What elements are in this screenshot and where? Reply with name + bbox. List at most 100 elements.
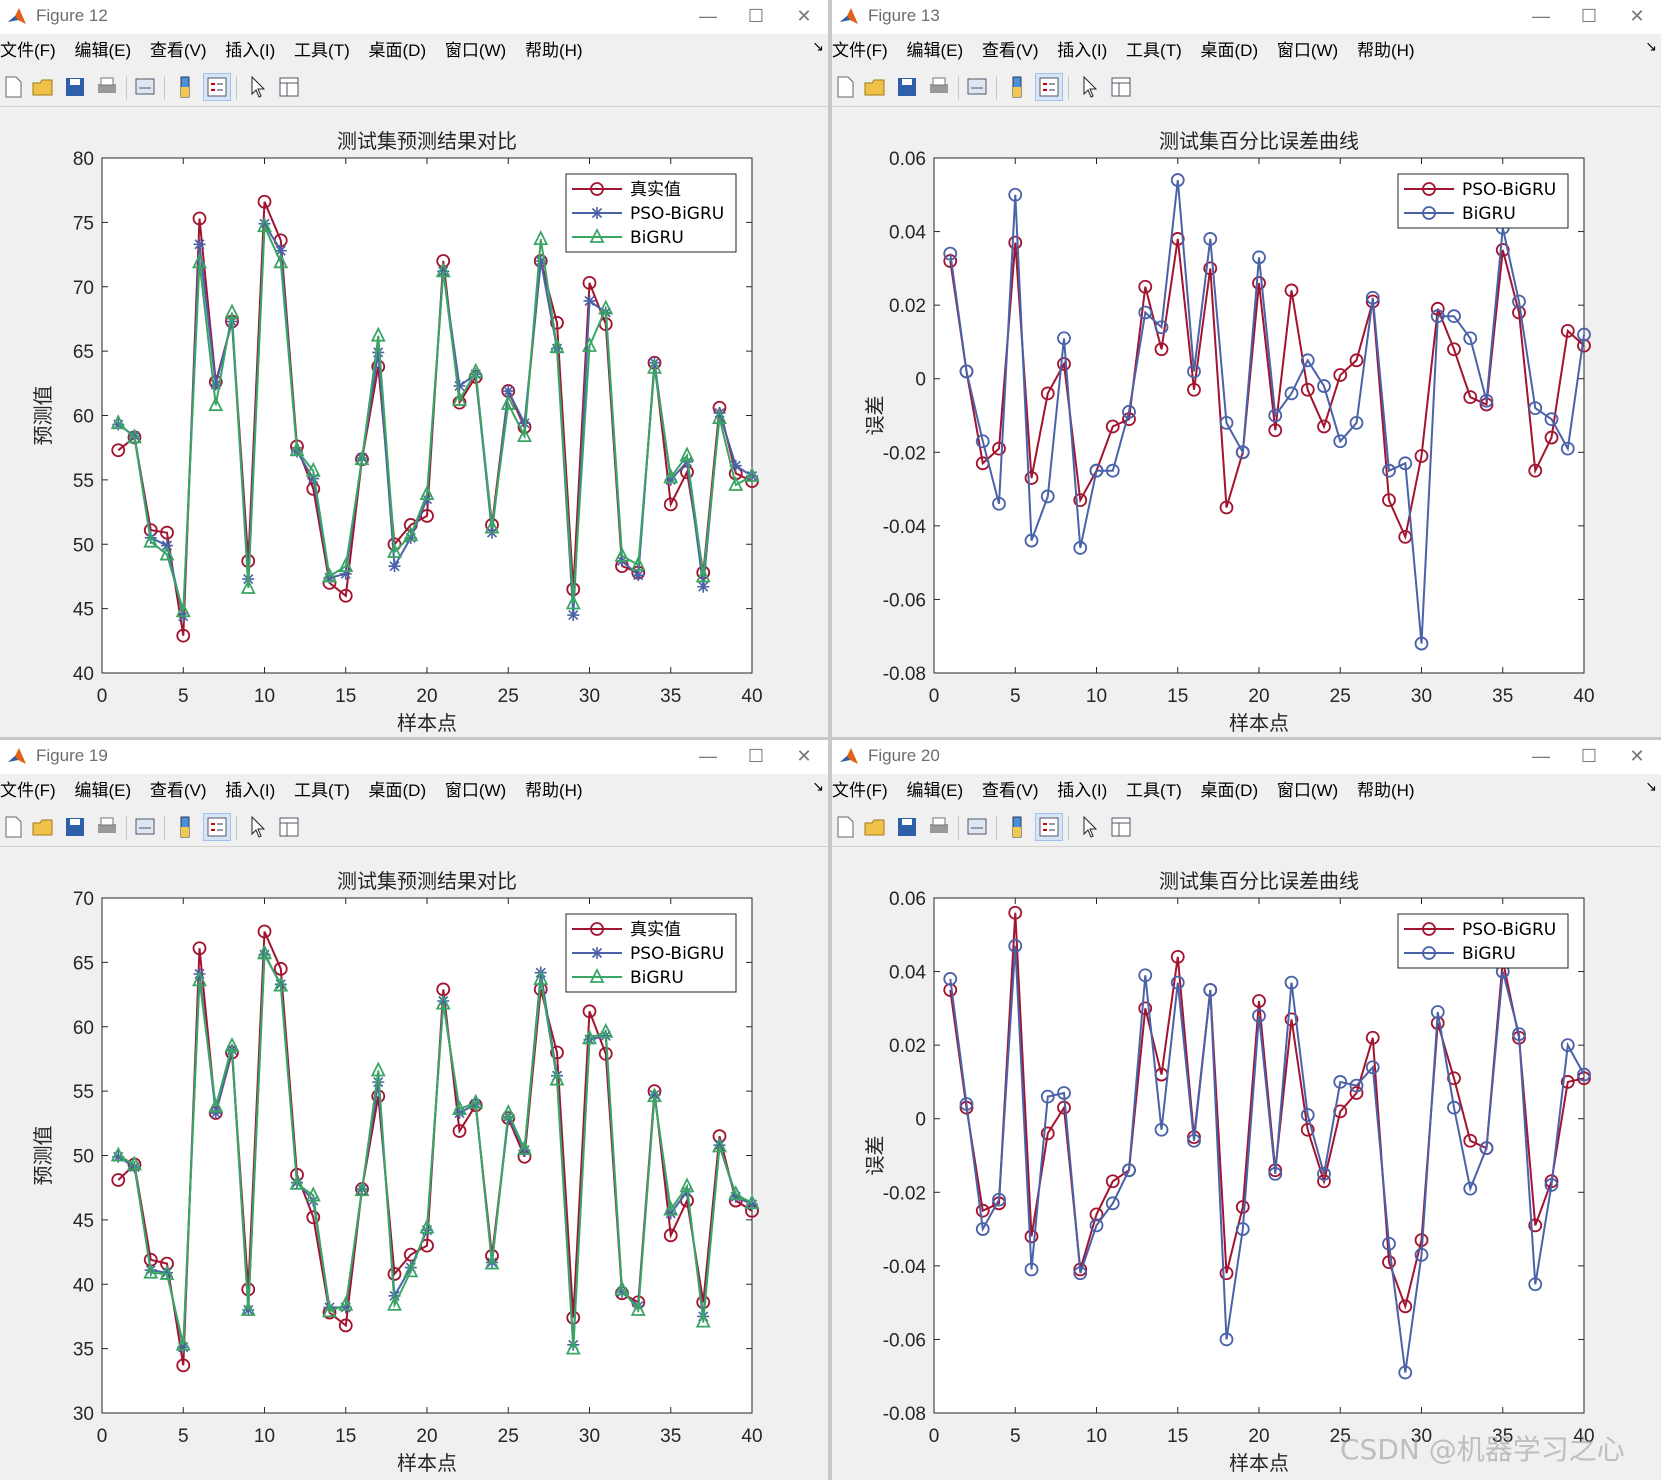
- open-file-icon[interactable]: [862, 74, 888, 100]
- menu-desktop[interactable]: 桌面(D): [368, 41, 427, 60]
- menu-tools[interactable]: 工具(T): [294, 781, 350, 800]
- title-bar[interactable]: Figure 12 — ☐ ✕: [0, 0, 828, 34]
- colorbar-icon[interactable]: [1004, 814, 1030, 840]
- property-inspector-icon[interactable]: [1108, 74, 1134, 100]
- chart-figure-19: 0 5 10 15 20 25 30 35 40 30 35 40 45 50 55 60 65 70 测试集预测结…: [31, 869, 763, 1475]
- x-tick-label: 40: [1573, 1426, 1594, 1447]
- maximize-icon[interactable]: ☐: [747, 746, 765, 766]
- colorbar-icon[interactable]: [172, 814, 198, 840]
- property-inspector-icon[interactable]: [276, 74, 302, 100]
- data-point: [387, 1295, 402, 1311]
- link-plot-icon[interactable]: [132, 814, 158, 840]
- menu-edit[interactable]: 编辑(E): [906, 781, 964, 800]
- menu-edit[interactable]: 编辑(E): [74, 41, 132, 60]
- menu-help[interactable]: 帮助(H): [1356, 781, 1415, 800]
- close-icon[interactable]: ✕: [796, 746, 812, 766]
- data-point: [274, 244, 287, 257]
- new-figure-icon[interactable]: [0, 814, 26, 840]
- data-point: [468, 1093, 484, 1109]
- title-bar[interactable]: Figure 13 — ☐ ✕: [832, 0, 1661, 34]
- print-icon[interactable]: [94, 814, 120, 840]
- menu-desktop[interactable]: 桌面(D): [1200, 41, 1259, 60]
- edit-plot-cursor-icon[interactable]: [244, 74, 270, 100]
- minimize-icon[interactable]: —: [1532, 6, 1550, 26]
- edit-plot-cursor-icon[interactable]: [1076, 814, 1102, 840]
- open-file-icon[interactable]: [30, 814, 56, 840]
- menu-tools[interactable]: 工具(T): [1126, 41, 1182, 60]
- legend-icon[interactable]: [1035, 73, 1063, 101]
- legend-icon[interactable]: [1035, 813, 1063, 841]
- print-icon[interactable]: [94, 74, 120, 100]
- menu-desktop[interactable]: 桌面(D): [368, 781, 427, 800]
- close-icon[interactable]: ✕: [1629, 746, 1645, 766]
- menu-help[interactable]: 帮助(H): [524, 781, 583, 800]
- menu-edit[interactable]: 编辑(E): [906, 41, 964, 60]
- menu-insert[interactable]: 插入(I): [225, 781, 276, 800]
- menu-help[interactable]: 帮助(H): [524, 41, 583, 60]
- toolbar-expand-icon[interactable]: ↘: [812, 778, 824, 794]
- toolbar-expand-icon[interactable]: ↘: [1645, 778, 1657, 794]
- save-icon[interactable]: [894, 814, 920, 840]
- menu-view[interactable]: 查看(V): [981, 41, 1039, 60]
- menu-window[interactable]: 窗口(W): [444, 781, 507, 800]
- menu-window[interactable]: 窗口(W): [444, 41, 507, 60]
- print-icon[interactable]: [926, 814, 952, 840]
- open-file-icon[interactable]: [862, 814, 888, 840]
- menu-file[interactable]: 文件(F): [832, 41, 888, 60]
- title-bar[interactable]: Figure 20 — ☐ ✕: [832, 740, 1661, 774]
- menu-view[interactable]: 查看(V): [149, 781, 207, 800]
- colorbar-icon[interactable]: [1004, 74, 1030, 100]
- open-file-icon[interactable]: [30, 74, 56, 100]
- menu-file[interactable]: 文件(F): [0, 781, 56, 800]
- toolbar-expand-icon[interactable]: ↘: [812, 38, 824, 54]
- save-icon[interactable]: [62, 814, 88, 840]
- link-plot-icon[interactable]: [964, 814, 990, 840]
- menu-desktop[interactable]: 桌面(D): [1200, 781, 1259, 800]
- colorbar-icon[interactable]: [172, 74, 198, 100]
- data-point: [1317, 379, 1331, 393]
- menu-insert[interactable]: 插入(I): [225, 41, 276, 60]
- new-figure-icon[interactable]: [832, 814, 858, 840]
- legend-icon[interactable]: [203, 813, 231, 841]
- toolbar-expand-icon[interactable]: ↘: [1645, 38, 1657, 54]
- menu-window[interactable]: 窗口(W): [1276, 41, 1339, 60]
- maximize-icon[interactable]: ☐: [1580, 746, 1598, 766]
- minimize-icon[interactable]: —: [1532, 746, 1550, 766]
- new-figure-icon[interactable]: [0, 74, 26, 100]
- y-tick-label: 50: [73, 535, 94, 556]
- minimize-icon[interactable]: —: [699, 746, 717, 766]
- menu-view[interactable]: 查看(V): [149, 41, 207, 60]
- close-icon[interactable]: ✕: [1629, 6, 1645, 26]
- menu-edit[interactable]: 编辑(E): [74, 781, 132, 800]
- figure-window: Figure 20 — ☐ ✕ 文件(F) 编辑(E) 查看(V) 插入(I) …: [832, 740, 1661, 1480]
- title-bar[interactable]: Figure 19 — ☐ ✕: [0, 740, 828, 774]
- menu-tools[interactable]: 工具(T): [294, 41, 350, 60]
- menu-window[interactable]: 窗口(W): [1276, 781, 1339, 800]
- edit-plot-cursor-icon[interactable]: [1076, 74, 1102, 100]
- x-axis-label: 样本点: [1229, 1451, 1289, 1475]
- menu-file[interactable]: 文件(F): [832, 781, 888, 800]
- data-point: [1398, 456, 1413, 471]
- menu-insert[interactable]: 插入(I): [1057, 41, 1108, 60]
- save-icon[interactable]: [894, 74, 920, 100]
- y-tick-label: 0.06: [889, 889, 926, 910]
- new-figure-icon[interactable]: [832, 74, 858, 100]
- minimize-icon[interactable]: —: [699, 6, 717, 26]
- menu-file[interactable]: 文件(F): [0, 41, 56, 60]
- link-plot-icon[interactable]: [132, 74, 158, 100]
- link-plot-icon[interactable]: [964, 74, 990, 100]
- menu-view[interactable]: 查看(V): [981, 781, 1039, 800]
- print-icon[interactable]: [926, 74, 952, 100]
- save-icon[interactable]: [62, 74, 88, 100]
- close-icon[interactable]: ✕: [796, 6, 812, 26]
- menu-tools[interactable]: 工具(T): [1126, 781, 1182, 800]
- menu-insert[interactable]: 插入(I): [1057, 781, 1108, 800]
- menu-help[interactable]: 帮助(H): [1356, 41, 1415, 60]
- maximize-icon[interactable]: ☐: [747, 6, 765, 26]
- edit-plot-cursor-icon[interactable]: [244, 814, 270, 840]
- property-inspector-icon[interactable]: [1108, 814, 1134, 840]
- maximize-icon[interactable]: ☐: [1580, 6, 1598, 26]
- legend-icon[interactable]: [203, 73, 231, 101]
- property-inspector-icon[interactable]: [276, 814, 302, 840]
- series-line: [949, 238, 1585, 541]
